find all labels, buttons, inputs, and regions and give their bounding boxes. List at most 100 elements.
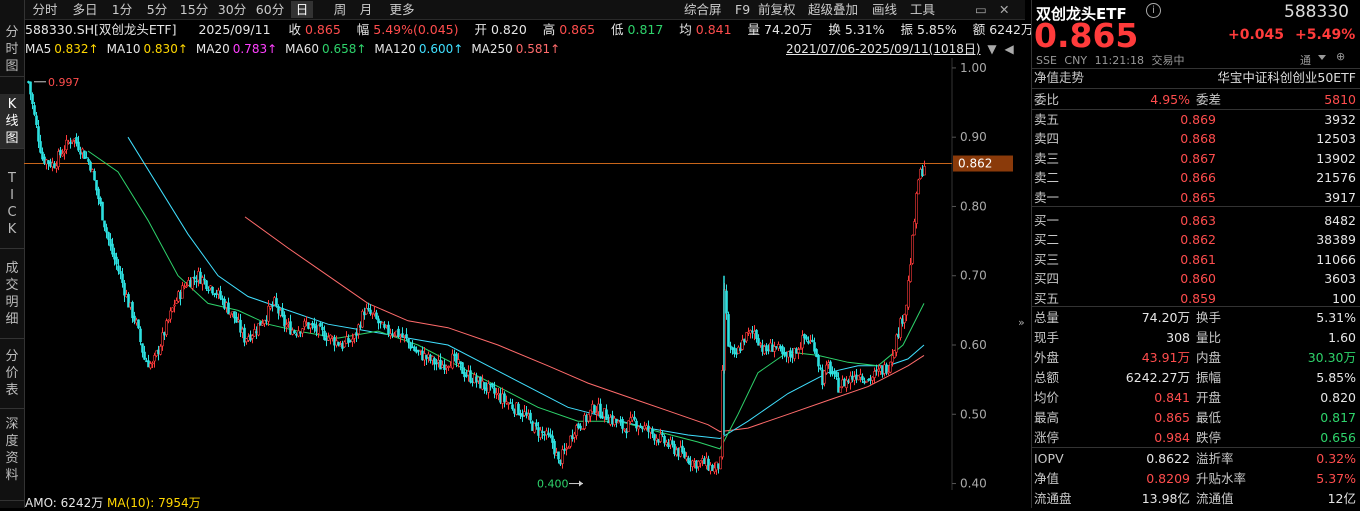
candle-body <box>237 319 240 322</box>
ma-legend: MA5 0.832↑ MA10 0.830↑ MA20 0.783↑ MA60 0.658↑ M… <box>25 40 560 58</box>
close-label: 收 <box>288 22 302 37</box>
level-price: 0.860 <box>1180 271 1216 287</box>
bid-row[interactable]: 买一 0.863 8482 <box>1034 211 1356 230</box>
ask-row[interactable]: 卖二 0.866 21576 <box>1034 168 1356 187</box>
candle-body <box>615 418 618 424</box>
candle-body <box>249 334 252 341</box>
volume-value: 74.20万 <box>764 22 813 37</box>
expand-icon[interactable]: ⊕ <box>1336 50 1346 63</box>
candle-body <box>651 428 654 435</box>
toolbar-item-3[interactable]: 超级叠加 <box>808 2 859 17</box>
candle-body <box>593 405 596 414</box>
left-tab-2[interactable]: T I C K <box>0 168 24 249</box>
minimize-icon[interactable]: ▭ <box>975 2 987 17</box>
left-tab-0[interactable]: 分 时 图 <box>0 22 24 77</box>
candle-body <box>61 153 64 157</box>
kline-chart[interactable]: 1.00 0.90 0.80 0.70 0.60 0.50 0.40 0.862 0.997 0.… <box>24 58 1030 490</box>
stat-value: 0.656 <box>1320 430 1356 445</box>
period-tab-8[interactable]: 周 <box>333 2 347 17</box>
candle-body <box>283 314 286 327</box>
candle-body <box>159 346 162 355</box>
stat-value: 74.20万 <box>1141 310 1190 325</box>
bid-row[interactable]: 买四 0.860 3603 <box>1034 269 1356 288</box>
toolbar-item-4[interactable]: 画线 <box>872 2 898 17</box>
low-marker-label: 0.400 <box>537 478 569 490</box>
period-tab-1[interactable]: 多日 <box>72 2 98 17</box>
level-label: 买三 <box>1034 251 1060 267</box>
candle-body <box>911 235 914 264</box>
candle-body <box>245 338 248 342</box>
period-tab-9[interactable]: 月 <box>359 2 373 17</box>
ask-row[interactable]: 卖五 0.869 3932 <box>1034 110 1356 129</box>
candle-body <box>617 421 620 424</box>
bid-row[interactable]: 买五 0.859 100 <box>1034 289 1356 308</box>
candle-body <box>59 149 62 156</box>
nav-trend-row[interactable]: 净值走势 华宝中证科创创业50ETF <box>1034 68 1356 87</box>
candle-body <box>517 403 520 416</box>
candle-body <box>451 353 454 369</box>
period-tab-2[interactable]: 1分 <box>111 2 133 17</box>
ask-row[interactable]: 卖三 0.867 13902 <box>1034 149 1356 168</box>
ask-row[interactable]: 卖四 0.868 12503 <box>1034 129 1356 148</box>
candle-body <box>133 315 136 322</box>
candle-body <box>209 285 212 289</box>
period-tab-7[interactable]: 日 <box>291 1 313 18</box>
ma-label-0: MA5 <box>25 42 52 56</box>
toolbar-item-5[interactable]: 工具 <box>910 2 936 17</box>
period-tab-6[interactable]: 60分 <box>255 2 285 17</box>
period-tab-4[interactable]: 15分 <box>179 2 209 17</box>
period-tab-3[interactable]: 5分 <box>146 2 168 17</box>
candle-body <box>909 264 912 282</box>
stat-label: 振幅 <box>1196 370 1222 385</box>
candle-body <box>839 387 842 393</box>
candle-body <box>413 346 416 351</box>
range-selector[interactable]: 2021/07/06-2025/09/11(1018日) ▼ ◀ <box>786 40 1014 58</box>
left-tab-1[interactable]: K 线 图 <box>0 94 24 149</box>
candle-body <box>505 401 508 404</box>
info-icon[interactable]: i <box>1146 3 1161 18</box>
candle-body <box>165 320 168 335</box>
candle-body <box>577 423 580 428</box>
triangle-down-icon[interactable] <box>1318 55 1326 60</box>
toolbar-item-0[interactable]: 综合屏 <box>684 2 722 17</box>
candle-body <box>923 166 926 176</box>
candle-body <box>789 350 792 357</box>
candle-body <box>507 403 510 405</box>
candle-body <box>817 355 820 367</box>
expand-icon[interactable]: ◀ <box>1004 42 1014 56</box>
ask-row[interactable]: 卖一 0.865 3917 <box>1034 188 1356 207</box>
candle-body <box>131 301 134 319</box>
candle-body <box>623 428 626 431</box>
candle-body <box>589 409 592 417</box>
candle-body <box>865 380 868 383</box>
amo-ma-label: MA(10): <box>107 496 155 510</box>
close-icon[interactable]: ✕ <box>999 2 1010 17</box>
candle-body <box>781 346 784 355</box>
candle-body <box>627 420 630 432</box>
candle-body <box>313 323 316 329</box>
level-price: 0.862 <box>1180 232 1216 248</box>
period-tab-5[interactable]: 30分 <box>217 2 247 17</box>
candle-body <box>83 150 86 159</box>
divider <box>1032 88 1360 89</box>
candle-body <box>123 282 126 296</box>
level-price: 0.859 <box>1180 290 1216 306</box>
toolbar-item-2[interactable]: 前复权 <box>758 2 796 17</box>
candle-body <box>243 327 246 343</box>
stat-value: 0.820 <box>1320 390 1356 405</box>
period-tab-10[interactable]: 更多 <box>389 2 415 17</box>
left-tab-3[interactable]: 成 交 明 细 <box>0 258 24 339</box>
amount-label: 额 <box>972 22 986 37</box>
candle-body <box>167 319 170 322</box>
bid-row[interactable]: 买二 0.862 38389 <box>1034 230 1356 249</box>
amplitude-label: 振 <box>900 22 914 37</box>
left-tab-5[interactable]: 深 度 资 料 <box>0 414 24 501</box>
period-tab-0[interactable]: 分时 <box>32 2 58 17</box>
collapse-panel-icon[interactable]: » <box>1018 316 1025 329</box>
bid-row[interactable]: 买三 0.861 11066 <box>1034 250 1356 269</box>
left-tab-4[interactable]: 分 价 表 <box>0 346 24 409</box>
last-price: 0.865 <box>1034 16 1139 55</box>
toolbar-item-1[interactable]: F9 <box>735 2 751 17</box>
stat-value: 1.60 <box>1328 330 1356 345</box>
candle-body <box>173 304 176 307</box>
